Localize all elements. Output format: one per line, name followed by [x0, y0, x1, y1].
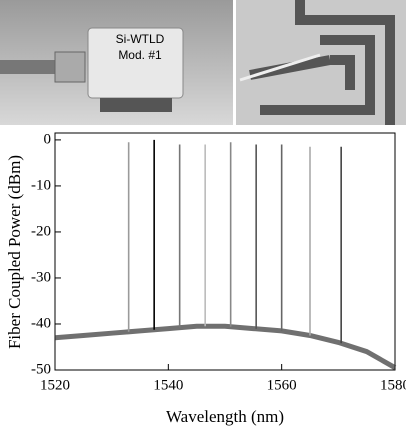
- y-tick-label: 0: [44, 131, 52, 147]
- x-tick-label: 1540: [153, 377, 183, 393]
- y-tick-label: -20: [31, 223, 51, 239]
- y-tick-label: -10: [31, 177, 51, 193]
- y-tick-label: -50: [31, 361, 51, 377]
- plot-frame: [54, 132, 396, 371]
- module-label: Si-WTLD: [116, 32, 165, 46]
- x-axis-label: Wavelength (nm): [166, 407, 284, 426]
- y-axis-label: Fiber Coupled Power (dBm): [5, 155, 24, 349]
- y-tick-label: -30: [31, 269, 51, 285]
- chip-photo: [236, 0, 406, 125]
- x-tick-label: 1560: [267, 377, 297, 393]
- module-photo: Si-WTLD Mod. #1: [0, 0, 233, 125]
- module-label: Mod. #1: [118, 48, 162, 62]
- spectrum-line: [54, 323, 397, 370]
- y-tick-label: -40: [31, 315, 51, 331]
- x-tick-label: 1520: [40, 377, 70, 393]
- chart: Wavelength (nm) Fiber Coupled Power (dBm…: [5, 131, 406, 426]
